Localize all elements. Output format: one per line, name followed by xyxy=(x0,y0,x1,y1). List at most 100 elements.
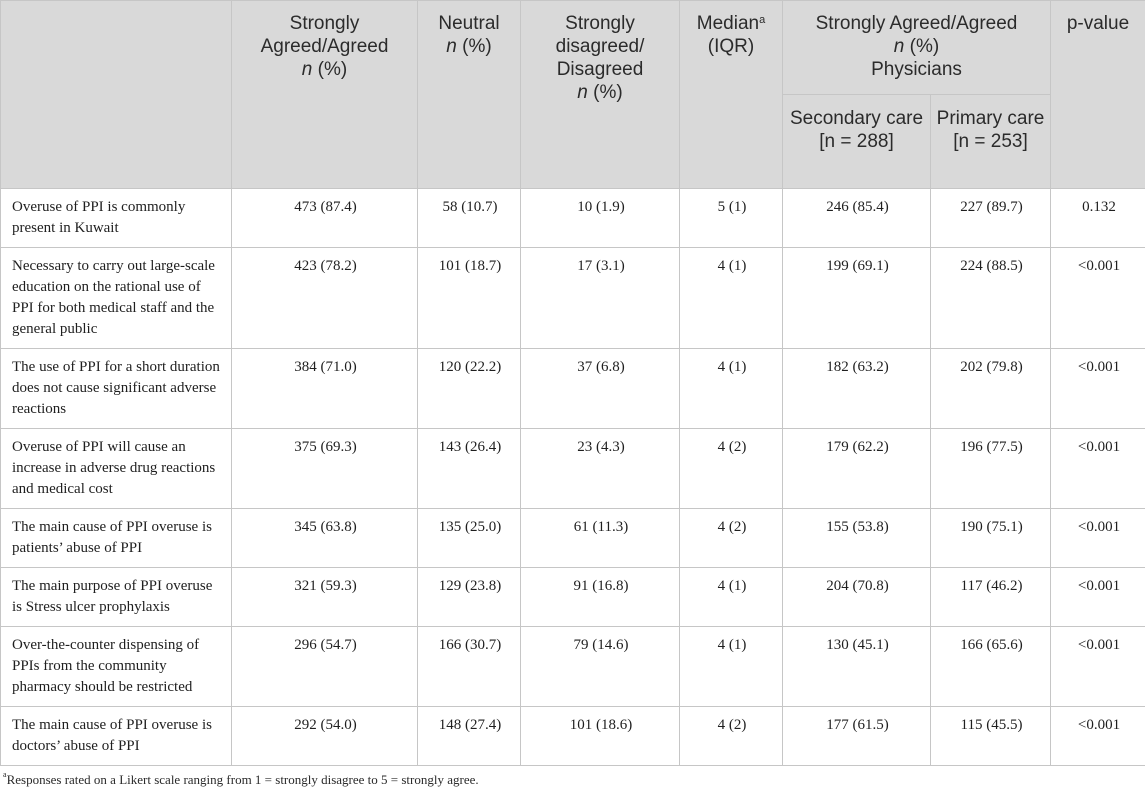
header-median-label: Median xyxy=(696,13,760,34)
cell-median: 4 (1) xyxy=(679,626,783,707)
cell-median: 4 (1) xyxy=(679,348,783,429)
row-label: The use of PPI for a short duration does… xyxy=(0,348,232,429)
table-row: Necessary to carry out large-scale educa… xyxy=(0,247,1145,349)
cell-disagreed: 10 (1.9) xyxy=(520,188,680,248)
table-body: Overuse of PPI is commonly present in Ku… xyxy=(0,188,1145,766)
cell-primary: 224 (88.5) xyxy=(930,247,1051,349)
cell-secondary: 204 (70.8) xyxy=(782,567,931,627)
cell-agreed: 423 (78.2) xyxy=(231,247,418,349)
table-header: Strongly Agreed/Agreed n (%) Neutral n (… xyxy=(0,0,1145,189)
cell-secondary: 246 (85.4) xyxy=(782,188,931,248)
row-label: Over-the-counter dispensing of PPIs from… xyxy=(0,626,232,707)
footnote-mark: a xyxy=(3,770,7,779)
cell-primary: 117 (46.2) xyxy=(930,567,1051,627)
cell-neutral: 101 (18.7) xyxy=(417,247,521,349)
header-primary-care: Primary care [n = 253] xyxy=(930,94,1051,189)
cell-median: 4 (1) xyxy=(679,247,783,349)
header-agreed-pct: (%) xyxy=(312,59,348,80)
cell-neutral: 135 (25.0) xyxy=(417,508,521,568)
cell-secondary: 155 (53.8) xyxy=(782,508,931,568)
cell-neutral: 148 (27.4) xyxy=(417,706,521,766)
cell-primary: 202 (79.8) xyxy=(930,348,1051,429)
cell-pvalue: <0.001 xyxy=(1050,348,1145,429)
table-footnote: aResponses rated on a Likert scale rangi… xyxy=(3,770,479,788)
cell-neutral: 129 (23.8) xyxy=(417,567,521,627)
cell-secondary: 182 (63.2) xyxy=(782,348,931,429)
table-row: Overuse of PPI will cause an increase in… xyxy=(0,428,1145,509)
row-label: Overuse of PPI is commonly present in Ku… xyxy=(0,188,232,248)
header-median-iqr: (IQR) xyxy=(707,36,755,57)
row-label: The main cause of PPI overuse is doctors… xyxy=(0,706,232,766)
header-physicians-label: Strongly Agreed/Agreed xyxy=(815,13,1018,34)
table-row: The main cause of PPI overuse is doctors… xyxy=(0,706,1145,766)
row-label: The main purpose of PPI overuse is Stres… xyxy=(0,567,232,627)
cell-pvalue: <0.001 xyxy=(1050,626,1145,707)
cell-disagreed: 79 (14.6) xyxy=(520,626,680,707)
survey-table: Strongly Agreed/Agreed n (%) Neutral n (… xyxy=(0,0,1145,766)
row-label: Necessary to carry out large-scale educa… xyxy=(0,247,232,349)
cell-neutral: 166 (30.7) xyxy=(417,626,521,707)
cell-median: 4 (2) xyxy=(679,706,783,766)
header-physicians: Strongly Agreed/Agreed n (%) Physicians xyxy=(782,0,1051,95)
cell-agreed: 375 (69.3) xyxy=(231,428,418,509)
header-disagreed: Strongly disagreed/ Disagreed n (%) xyxy=(520,0,680,189)
header-physicians-n: n xyxy=(893,36,905,57)
header-secondary-n: [n = 288] xyxy=(819,131,894,152)
table-row: The use of PPI for a short duration does… xyxy=(0,348,1145,429)
table-row: The main purpose of PPI overuse is Stres… xyxy=(0,567,1145,627)
cell-agreed: 321 (59.3) xyxy=(231,567,418,627)
cell-pvalue: <0.001 xyxy=(1050,567,1145,627)
header-neutral-n: n xyxy=(446,36,457,57)
header-agreed-n: n xyxy=(301,59,313,80)
header-pvalue: p-value xyxy=(1050,0,1145,189)
table-row: Over-the-counter dispensing of PPIs from… xyxy=(0,626,1145,707)
cell-disagreed: 91 (16.8) xyxy=(520,567,680,627)
cell-disagreed: 61 (11.3) xyxy=(520,508,680,568)
cell-median: 4 (1) xyxy=(679,567,783,627)
table-row: The main cause of PPI overuse is patient… xyxy=(0,508,1145,568)
cell-agreed: 296 (54.7) xyxy=(231,626,418,707)
header-blank xyxy=(0,0,232,189)
header-primary-n: [n = 253] xyxy=(953,131,1028,152)
table-row: Overuse of PPI is commonly present in Ku… xyxy=(0,188,1145,248)
header-neutral-label: Neutral xyxy=(438,13,500,34)
header-neutral: Neutral n (%) xyxy=(417,0,521,189)
cell-primary: 115 (45.5) xyxy=(930,706,1051,766)
cell-neutral: 58 (10.7) xyxy=(417,188,521,248)
cell-pvalue: <0.001 xyxy=(1050,247,1145,349)
header-pvalue-label: p-value xyxy=(1066,13,1130,34)
header-primary-label: Primary care xyxy=(936,108,1045,129)
cell-neutral: 143 (26.4) xyxy=(417,428,521,509)
footnote-text: Responses rated on a Likert scale rangin… xyxy=(6,772,479,787)
cell-agreed: 473 (87.4) xyxy=(231,188,418,248)
cell-disagreed: 101 (18.6) xyxy=(520,706,680,766)
header-physicians-sub: Physicians xyxy=(871,59,962,80)
header-agreed: Strongly Agreed/Agreed n (%) xyxy=(231,0,418,189)
cell-disagreed: 23 (4.3) xyxy=(520,428,680,509)
cell-secondary: 177 (61.5) xyxy=(782,706,931,766)
cell-pvalue: <0.001 xyxy=(1050,508,1145,568)
cell-pvalue: <0.001 xyxy=(1050,428,1145,509)
row-label: The main cause of PPI overuse is patient… xyxy=(0,508,232,568)
cell-disagreed: 17 (3.1) xyxy=(520,247,680,349)
cell-secondary: 179 (62.2) xyxy=(782,428,931,509)
cell-median: 4 (2) xyxy=(679,428,783,509)
header-physicians-pct: (%) xyxy=(904,36,940,57)
cell-primary: 190 (75.1) xyxy=(930,508,1051,568)
header-agreed-label: Strongly Agreed/Agreed xyxy=(260,13,389,57)
cell-secondary: 199 (69.1) xyxy=(782,247,931,349)
header-secondary-label: Secondary care xyxy=(789,108,924,129)
header-median-footnote-mark: a xyxy=(759,14,766,26)
cell-pvalue: 0.132 xyxy=(1050,188,1145,248)
cell-median: 4 (2) xyxy=(679,508,783,568)
cell-pvalue: <0.001 xyxy=(1050,706,1145,766)
cell-agreed: 292 (54.0) xyxy=(231,706,418,766)
cell-secondary: 130 (45.1) xyxy=(782,626,931,707)
cell-neutral: 120 (22.2) xyxy=(417,348,521,429)
header-disagreed-n: n xyxy=(577,82,588,103)
header-median: Mediana (IQR) xyxy=(679,0,783,189)
cell-disagreed: 37 (6.8) xyxy=(520,348,680,429)
cell-agreed: 345 (63.8) xyxy=(231,508,418,568)
header-disagreed-pct: (%) xyxy=(587,82,623,103)
header-disagreed-label: Strongly disagreed/ Disagreed xyxy=(555,13,645,80)
